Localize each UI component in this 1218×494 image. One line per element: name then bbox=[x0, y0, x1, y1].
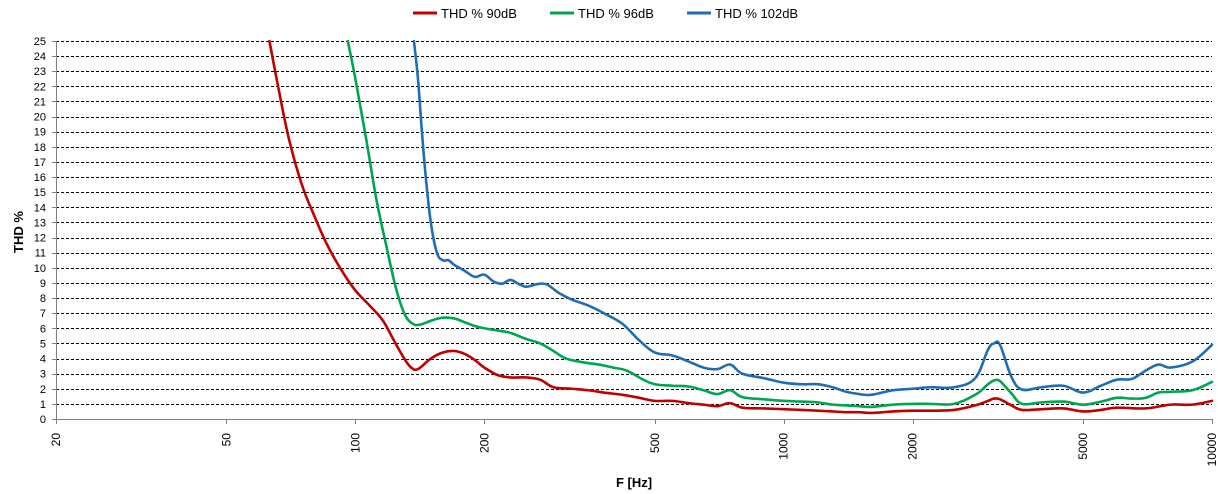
y-axis-title: THD % bbox=[11, 211, 26, 253]
y-tick-label: 25 bbox=[34, 36, 46, 48]
y-tick-label: 22 bbox=[34, 81, 46, 93]
x-tick-label: 100 bbox=[348, 433, 362, 453]
y-tick-label: 8 bbox=[40, 293, 46, 305]
y-tick-label: 17 bbox=[34, 157, 46, 169]
x-tick-label: 500 bbox=[648, 433, 662, 453]
y-tick-label: 12 bbox=[34, 233, 46, 245]
series-line-3 bbox=[412, 40, 1214, 397]
y-tick-label: 6 bbox=[40, 323, 46, 335]
legend-label-1: THD % 90dB bbox=[441, 6, 517, 21]
y-tick-label: 10 bbox=[34, 263, 46, 275]
axes bbox=[56, 41, 1212, 420]
y-tick-label: 0 bbox=[40, 414, 46, 426]
y-tick-label: 24 bbox=[34, 51, 46, 63]
y-tick-label: 3 bbox=[40, 369, 46, 381]
y-tick-label: 14 bbox=[34, 202, 46, 214]
y-tick-label: 7 bbox=[40, 308, 46, 320]
grid-lines bbox=[56, 41, 1212, 405]
y-tick-label: 9 bbox=[40, 278, 46, 290]
series-line-2 bbox=[346, 40, 1214, 409]
y-tick-label: 23 bbox=[34, 66, 46, 78]
x-axis-ticks: 20 50 100 200 500 1000 2000 5000 10000 bbox=[49, 419, 1218, 466]
x-tick-label: 20 bbox=[49, 433, 63, 447]
y-tick-label: 1 bbox=[40, 399, 46, 411]
x-tick-label: 1000 bbox=[777, 433, 791, 460]
legend-label-2: THD % 96dB bbox=[578, 6, 654, 21]
x-tick-label: 2000 bbox=[906, 433, 920, 460]
y-tick-label: 19 bbox=[34, 127, 46, 139]
y-tick-label: 4 bbox=[40, 354, 46, 366]
series-lines bbox=[268, 40, 1214, 415]
y-tick-label: 15 bbox=[34, 187, 46, 199]
x-tick-label: 50 bbox=[219, 433, 233, 447]
y-axis-ticks: 0123456789101112131415161718192021222324… bbox=[34, 36, 56, 426]
y-tick-label: 18 bbox=[34, 142, 46, 154]
y-tick-label: 5 bbox=[40, 338, 46, 350]
y-tick-label: 2 bbox=[40, 384, 46, 396]
legend-label-3: THD % 102dB bbox=[715, 6, 798, 21]
x-axis-title: F [Hz] bbox=[616, 475, 652, 490]
x-tick-label: 200 bbox=[477, 433, 491, 453]
y-tick-label: 11 bbox=[35, 248, 46, 260]
x-tick-label: 5000 bbox=[1076, 433, 1090, 460]
y-tick-label: 16 bbox=[34, 172, 46, 184]
series-line-1 bbox=[268, 40, 1214, 415]
y-tick-label: 13 bbox=[34, 217, 46, 229]
x-tick-label: 10000 bbox=[1205, 433, 1218, 467]
y-tick-label: 21 bbox=[34, 96, 46, 108]
y-tick-label: 20 bbox=[34, 112, 46, 124]
legend: THD % 90dB THD % 96dB THD % 102dB bbox=[413, 6, 798, 21]
